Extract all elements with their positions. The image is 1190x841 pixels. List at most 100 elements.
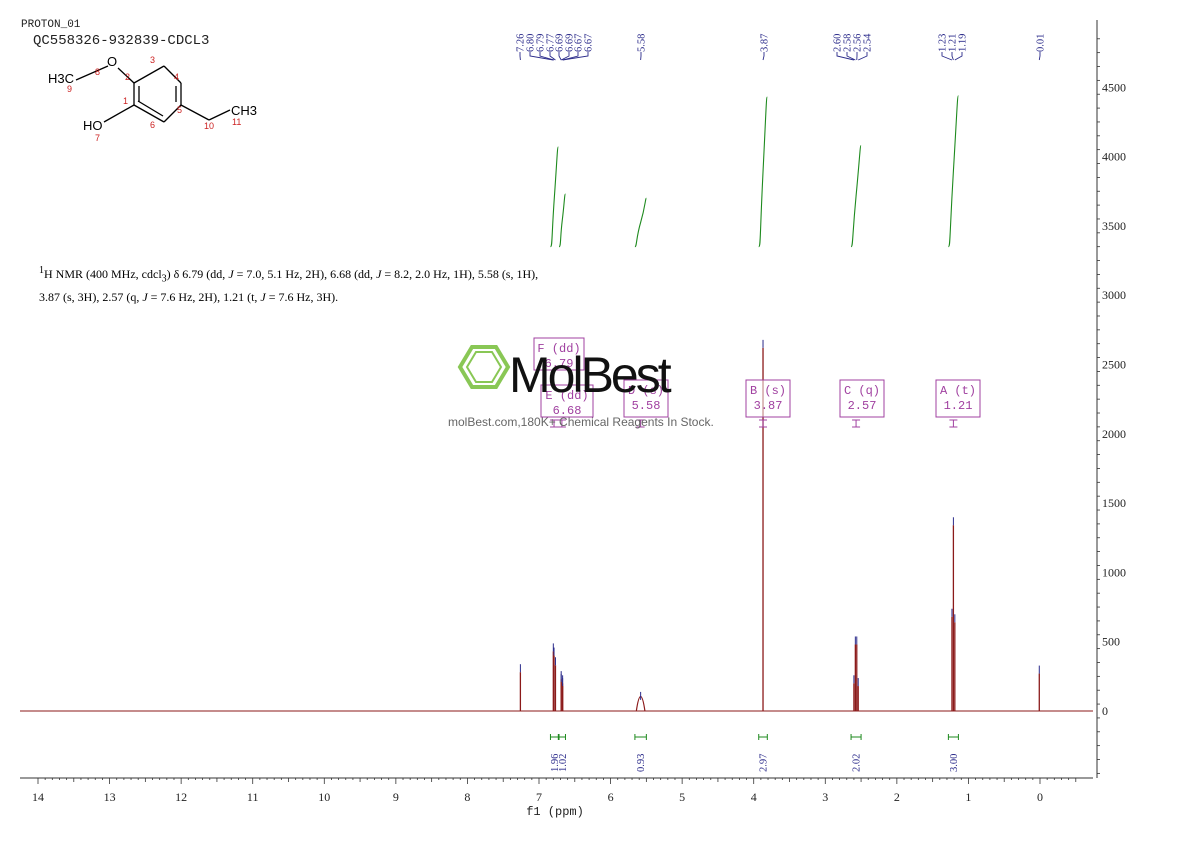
integral-curve (758, 96, 768, 248)
x-tick-label: 0 (1037, 790, 1043, 804)
integral-value: 2.97 (759, 754, 770, 772)
peak-label: 1.23 (938, 34, 949, 52)
atom-number-6: 6 (150, 120, 155, 130)
peak-label: 7.26 (516, 34, 527, 52)
multiplet-box (745, 379, 791, 418)
spectrum-layer (20, 339, 1093, 712)
peak-label: 2.54 (863, 33, 874, 52)
y-tick-label: 3500 (1102, 219, 1126, 233)
multiplet-label: E (dd) (545, 389, 588, 403)
multiplet-shift: 1.21 (944, 399, 973, 413)
nmr-description-line-1: 1H NMR (400 MHz, cdcl3) δ 6.79 (dd, J = … (39, 262, 619, 288)
peak-label-connector (1038, 52, 1041, 61)
peak-label-connector (539, 52, 555, 61)
bond-c2-o8 (117, 67, 135, 84)
peak-label: 1.19 (958, 34, 969, 52)
peak-labels: 7.26 6.80 6.79 6.776.69 6.696.67 6.67 5.58 3.87… (516, 33, 1047, 61)
multiplet-label: B (s) (750, 384, 786, 398)
nmr-j-symbol: J (260, 290, 266, 305)
integral-curve (850, 144, 862, 248)
nmr-text-span: = 7.6 Hz, 2H), 1.21 (t, (147, 290, 261, 305)
atom-oh: HO (83, 118, 103, 133)
multiplet-box (533, 337, 585, 371)
x-tick-label: 12 (175, 790, 187, 804)
y-tick-label: 2000 (1102, 427, 1126, 441)
peak-label: 6.67 (584, 34, 595, 52)
atom-number-7: 7 (95, 133, 100, 143)
integral-bracket (558, 734, 566, 740)
bond-o8-c9 (75, 65, 109, 81)
multiplet-label: A (t) (940, 384, 976, 398)
x-axis: 14 13 12 11 10 9 8 7 6 5 4 3 2 1 0f1 (ppm) (20, 777, 1093, 819)
atom-o8: O (107, 54, 117, 69)
integral-value: 2.02 (852, 754, 863, 772)
peak-label-connector (954, 52, 963, 61)
multiplet-label: C (q) (844, 384, 880, 398)
integral-values: 1.961.02 0.93 2.97 2.02 3.00 (550, 734, 960, 772)
peak-label-connector (858, 52, 868, 61)
peak-label-connector (558, 52, 562, 61)
bond-c2-c3 (133, 65, 165, 84)
multiplet-box (540, 384, 594, 418)
bond-c10-c11 (208, 109, 231, 121)
peak-label: 6.69 (565, 34, 576, 52)
atom-number-5: 5 (177, 105, 182, 115)
x-tick-label: 2 (894, 790, 900, 804)
atom-number-4: 4 (174, 72, 179, 82)
atom-number-1: 1 (123, 96, 128, 106)
multiplet-bracket (550, 419, 559, 428)
integral-value: 1.96 (550, 754, 561, 772)
peak-label: 1.21 (948, 34, 959, 52)
multiplet-label: D (s) (628, 384, 664, 398)
x-tick-label: 9 (393, 790, 399, 804)
molbest-watermark: MolBest molBest.com,180K+ Chemical Reage… (448, 345, 714, 429)
x-tick-label: 1 (965, 790, 971, 804)
integral-value: 3.00 (949, 754, 960, 772)
integral-bracket (634, 734, 647, 740)
atom-number-9: 9 (67, 84, 72, 94)
multiplet-bracket (557, 419, 566, 428)
peak-label: 6.67 (574, 34, 585, 52)
nmr-text-span: 3.87 (s, 3H), 2.57 (q, (39, 290, 143, 305)
multiplet-boxes: F (dd)6.79 E (dd)6.68 D (s)5.58 B (s)3.87 C … (533, 337, 981, 428)
multiplet-bracket (949, 419, 958, 428)
molbest-logo-icon (457, 345, 511, 389)
nmr-text-span: = 8.2, 2.0 Hz, 1H), 5.58 (s, 1H), (381, 267, 539, 281)
x-tick-label: 6 (608, 790, 614, 804)
bond-c3-c4 (163, 65, 182, 84)
multiplet-shift: 3.87 (754, 399, 783, 413)
bond-c5-c6 (163, 104, 182, 123)
x-tick-label: 11 (247, 790, 259, 804)
y-tick-label: 1500 (1102, 496, 1126, 510)
x-tick-label: 14 (32, 790, 44, 804)
y-tick-label: 500 (1102, 635, 1120, 649)
multiplet-box (935, 379, 981, 418)
multiplet-shift: 6.68 (553, 404, 582, 418)
integral-curve (558, 193, 567, 248)
y-tick-label: 4000 (1102, 150, 1126, 164)
molecule-structure (75, 65, 231, 123)
peak-label-connector (951, 52, 954, 61)
multiplet-shift: 2.57 (848, 399, 877, 413)
integral-bracket (549, 734, 559, 740)
bond-c6-c1-double (137, 100, 164, 117)
multiplet-box (623, 379, 669, 418)
multiplet-label: F (dd) (537, 342, 580, 356)
y-tick-label: 0 (1102, 704, 1108, 718)
peak-label: 2.56 (853, 34, 864, 52)
nmr-solvent-subscript: 3 (161, 273, 167, 285)
atom-number-3: 3 (150, 55, 155, 65)
y-tick-label: 4500 (1102, 80, 1126, 94)
peak-label: 2.60 (833, 34, 844, 52)
x-tick-label: 10 (318, 790, 330, 804)
nmr-description-line-2: 3.87 (s, 3H), 2.57 (q, J = 7.6 Hz, 2H), … (39, 288, 619, 306)
multiplet-bracket (636, 419, 645, 428)
multiplet-shift: 5.58 (632, 399, 661, 413)
integral-value: 0.93 (636, 754, 647, 772)
watermark-tagline: molBest.com,180K+ Chemical Reagents In S… (448, 415, 714, 429)
bond-c1-o7 (103, 104, 135, 123)
integral-curve (634, 197, 647, 248)
x-tick-label: 7 (536, 790, 542, 804)
y-tick-label: 2500 (1102, 358, 1126, 372)
peak-label: 0.01 (1036, 34, 1047, 52)
